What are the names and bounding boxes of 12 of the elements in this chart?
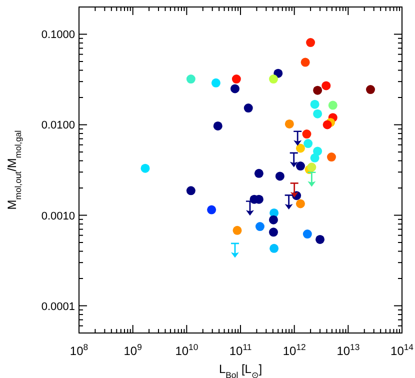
x-tick-label: 10$^{12}$ [282, 342, 306, 358]
y-tick-label: 0.0001 [41, 300, 75, 313]
x-tick-label: 10$^{11}$ [229, 342, 252, 358]
x-tick-label: 10$^{10}$ [175, 342, 198, 358]
x-axis-title: L$_{Bol}$ [L$_{⊙}$] [218, 362, 262, 378]
y-tick-label: 0.0100 [41, 120, 75, 132]
y-tick-label: 0.0010 [41, 210, 75, 222]
x-tick-label: 10$^{14}$ [390, 342, 414, 358]
x-tick-label: 10$^{9}$ [124, 342, 142, 358]
x-tick-label: 10$^{8}$ [70, 342, 88, 358]
y-tick-label: 0.1000 [41, 29, 75, 42]
x-tick-label: 10$^{13}$ [336, 342, 360, 358]
